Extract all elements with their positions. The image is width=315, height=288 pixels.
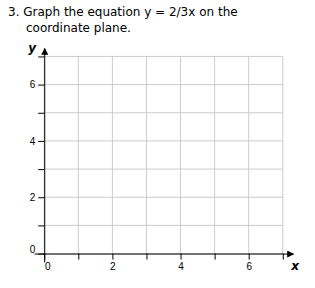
tick-mark xyxy=(283,254,284,260)
tick-mark xyxy=(38,113,44,114)
plot-area: 0 2 4 6 0 2 4 6 x y xyxy=(28,41,300,273)
tick: 6 xyxy=(30,79,45,90)
x-axis: 0 2 4 6 xyxy=(35,254,294,272)
tick xyxy=(78,254,79,260)
grid-line xyxy=(214,56,215,253)
tick-mark xyxy=(249,254,250,260)
tick xyxy=(146,254,147,260)
tick xyxy=(38,56,44,57)
tick-mark xyxy=(38,85,44,86)
tick-label: 4 xyxy=(178,261,184,272)
tick: 0 xyxy=(30,244,45,255)
grid-line xyxy=(44,140,283,141)
tick-label: 6 xyxy=(30,79,36,90)
x-axis-label: x xyxy=(290,259,300,273)
plot-content xyxy=(44,56,283,253)
tick-label: 2 xyxy=(30,192,36,203)
grid-line xyxy=(44,112,283,113)
y-axis: 0 2 4 6 xyxy=(30,49,45,263)
y-axis-label: y xyxy=(28,41,37,55)
tick-mark xyxy=(181,254,182,260)
subtitle: coordinate plane. xyxy=(26,21,131,35)
tick-mark xyxy=(146,254,147,260)
axis-line xyxy=(35,254,294,255)
tick xyxy=(283,254,284,260)
grid-line xyxy=(146,56,147,253)
tick-mark xyxy=(38,225,44,226)
grid-line xyxy=(44,84,283,85)
tick: 6 xyxy=(246,254,252,272)
tick-label: 2 xyxy=(110,261,116,272)
tick: 4 xyxy=(30,136,45,147)
tick-mark xyxy=(215,254,216,260)
chart: 3. Graph the equation y = 2/3x on the coo… xyxy=(0,0,315,288)
tick xyxy=(38,169,44,170)
tick-mark xyxy=(38,254,44,255)
tick-label: 6 xyxy=(246,261,252,272)
tick xyxy=(38,113,44,114)
grid-line xyxy=(44,197,283,198)
tick-mark xyxy=(112,254,113,260)
grid-line xyxy=(44,169,283,170)
grid-line xyxy=(248,56,249,253)
grid-line xyxy=(44,56,283,57)
grid-line xyxy=(44,225,283,226)
grid-line xyxy=(112,56,113,253)
tick: 2 xyxy=(30,192,45,203)
tick-label: 0 xyxy=(30,244,36,255)
tick xyxy=(38,225,44,226)
axis-line xyxy=(44,49,45,263)
tick-mark xyxy=(38,56,44,57)
grid-line xyxy=(282,56,283,253)
tick: 2 xyxy=(110,254,116,272)
tick-label: 4 xyxy=(30,136,36,147)
tick-mark xyxy=(38,169,44,170)
tick-mark xyxy=(38,197,44,198)
tick-label: 0 xyxy=(45,261,51,272)
grid-line xyxy=(180,56,181,253)
tick-mark xyxy=(38,141,44,142)
tick-mark xyxy=(78,254,79,260)
tick xyxy=(215,254,216,260)
tick: 4 xyxy=(178,254,184,272)
grid-line xyxy=(78,56,79,253)
tick: 0 xyxy=(45,254,51,272)
title: 3. Graph the equation y = 2/3x on the xyxy=(8,5,238,19)
